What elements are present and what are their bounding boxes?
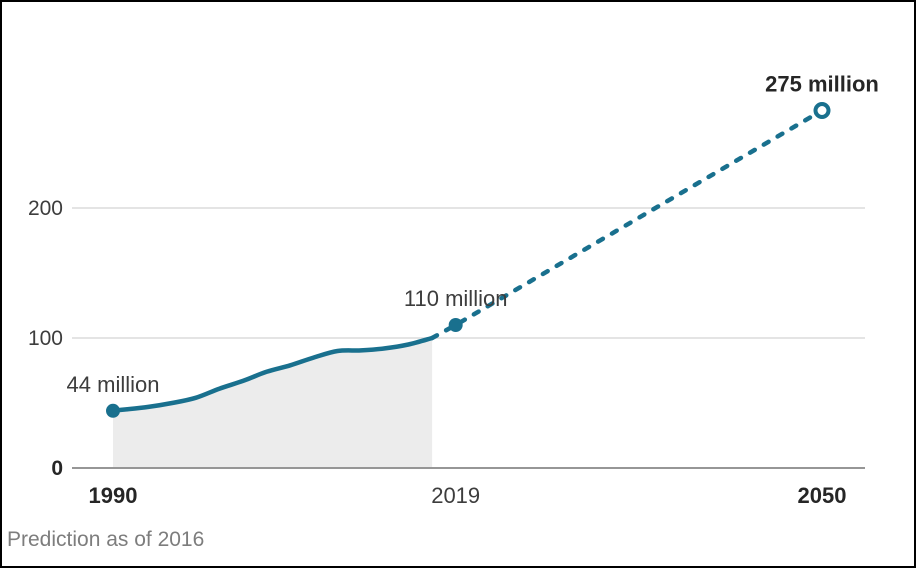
chart-note: Prediction as of 2016 — [7, 528, 205, 551]
area-fill-actual — [113, 338, 433, 468]
x-tick-2019: 2019 — [431, 483, 480, 508]
annotation-1990: 44 million — [67, 372, 160, 397]
data-point-2019 — [448, 318, 463, 332]
y-tick-100: 100 — [28, 327, 63, 350]
x-tick-2050: 2050 — [798, 483, 847, 508]
data-point-2050-open — [813, 102, 831, 119]
annotation-2050: 275 million — [765, 72, 879, 97]
data-point-1990 — [106, 403, 120, 418]
annotation-2019: 110 million — [404, 286, 508, 311]
y-tick-200: 200 — [28, 197, 63, 220]
y-tick-0: 0 — [51, 457, 63, 480]
series-actual-line — [110, 335, 435, 414]
series-prediction-line — [429, 108, 825, 341]
x-tick-1990: 1990 — [89, 483, 138, 508]
